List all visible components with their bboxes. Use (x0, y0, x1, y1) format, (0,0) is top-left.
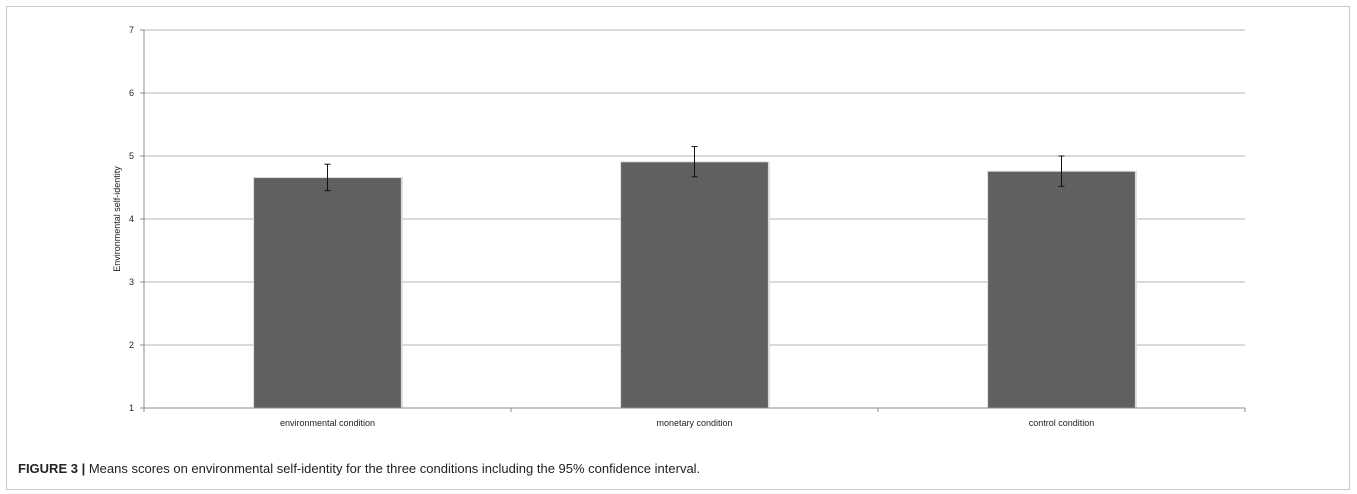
bar (254, 178, 401, 408)
y-tick-label: 7 (129, 25, 134, 35)
y-tick-label: 4 (129, 214, 134, 224)
x-tick-label: environmental condition (280, 418, 375, 428)
y-tick-label: 1 (129, 403, 134, 413)
figure-caption: FIGURE 3 | Means scores on environmental… (18, 461, 1338, 476)
bars (253, 161, 1137, 408)
y-tick-label: 6 (129, 88, 134, 98)
x-tick-label: control condition (1029, 418, 1095, 428)
error-bars (324, 146, 1065, 192)
x-tick-labels: environmental condition monetary conditio… (280, 418, 1094, 428)
y-tick-label: 2 (129, 340, 134, 350)
y-tick-label: 5 (129, 151, 134, 161)
x-tick-label: monetary condition (656, 418, 732, 428)
figure-label: FIGURE 3 | (18, 461, 86, 476)
y-tick-labels: 1 2 3 4 5 6 7 (129, 25, 134, 413)
caption-text: Means scores on environmental self-ident… (88, 461, 701, 476)
y-axis-title: Environmental self-identity (112, 166, 122, 272)
bar (621, 162, 768, 408)
bar (988, 171, 1135, 408)
y-tick-label: 3 (129, 277, 134, 287)
axes (143, 30, 1246, 412)
